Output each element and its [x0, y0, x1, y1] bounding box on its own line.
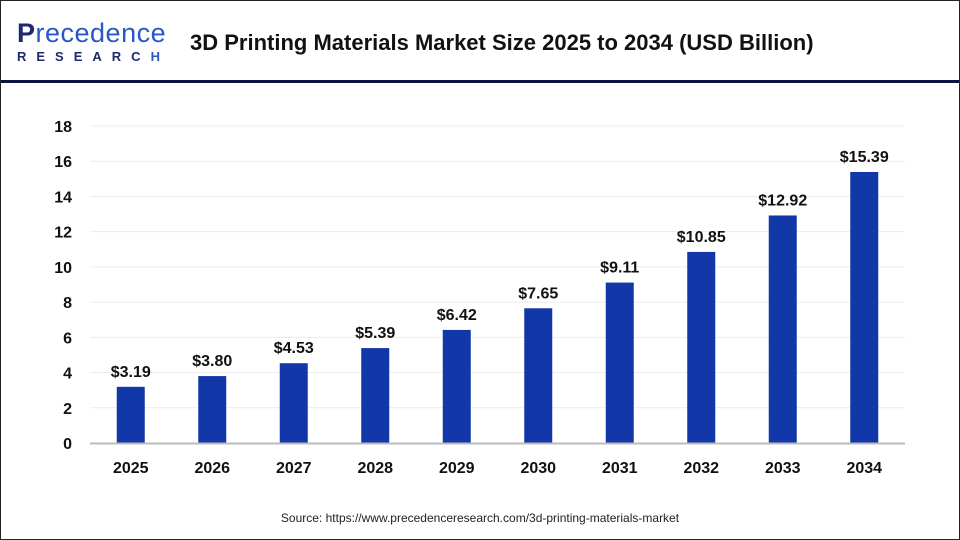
x-tick-label: 2032	[683, 460, 719, 477]
y-tick-label: 18	[54, 119, 72, 136]
data-label: $7.65	[518, 285, 558, 302]
data-label: $12.92	[758, 192, 807, 209]
header-divider	[1, 80, 959, 83]
x-tick-label: 2028	[357, 460, 393, 477]
bar-2028	[361, 348, 390, 443]
data-label: $5.39	[355, 325, 395, 342]
x-tick-label: 2027	[276, 460, 312, 477]
y-tick-label: 16	[54, 154, 72, 171]
bar-2026	[198, 376, 227, 443]
data-label: $4.53	[274, 340, 314, 357]
data-label: $3.19	[111, 364, 151, 381]
data-label: $3.80	[192, 353, 232, 370]
chart-title: 3D Printing Materials Market Size 2025 t…	[190, 30, 814, 55]
source-text: Source: https://www.precedenceresearch.c…	[280, 511, 680, 525]
x-tick-label: 2030	[520, 460, 556, 477]
bar-2033	[768, 215, 797, 443]
y-tick-label: 14	[54, 189, 72, 206]
data-label: $15.39	[840, 149, 889, 166]
y-tick-label: 0	[63, 436, 72, 453]
y-tick-label: 4	[63, 366, 72, 383]
y-tick-label: 6	[63, 330, 72, 347]
x-tick-label: 2031	[602, 460, 638, 477]
x-tick-label: 2025	[113, 460, 149, 477]
bar-2025	[116, 386, 145, 443]
x-tick-label: 2026	[194, 460, 230, 477]
y-tick-label: 2	[63, 401, 72, 418]
x-tick-label: 2029	[439, 460, 475, 477]
bar-2031	[605, 282, 634, 443]
y-tick-label: 8	[63, 295, 72, 312]
x-tick-label: 2034	[846, 460, 882, 477]
data-label: $9.11	[600, 260, 639, 277]
bar-2030	[524, 308, 553, 443]
logo: Precedence RESEARCH	[17, 18, 170, 65]
y-tick-label: 12	[54, 225, 72, 242]
y-tick-label: 10	[54, 260, 72, 277]
logo-line1: Precedence	[17, 18, 167, 48]
bar-2034	[850, 171, 879, 443]
data-label: $10.85	[677, 229, 726, 246]
bar-2032	[687, 251, 716, 443]
x-tick-label: 2033	[765, 460, 801, 477]
data-label: $6.42	[437, 307, 477, 324]
logo-line2: RESEARCH	[17, 49, 170, 64]
bar-2029	[442, 329, 471, 443]
bar-2027	[279, 363, 308, 443]
